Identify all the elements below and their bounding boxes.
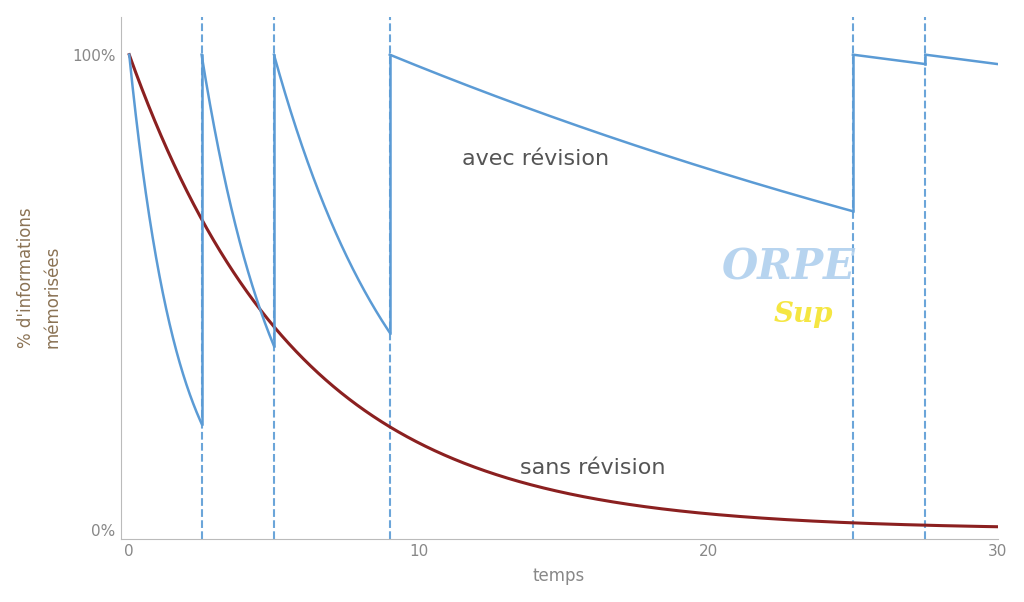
Text: ORPE: ORPE xyxy=(721,246,855,288)
Text: Sup: Sup xyxy=(774,301,834,328)
Text: avec révision: avec révision xyxy=(462,149,609,169)
X-axis label: temps: temps xyxy=(532,567,586,585)
Y-axis label: % d'informations
mémorisées: % d'informations mémorisées xyxy=(16,208,61,348)
Text: sans révision: sans révision xyxy=(520,458,666,478)
